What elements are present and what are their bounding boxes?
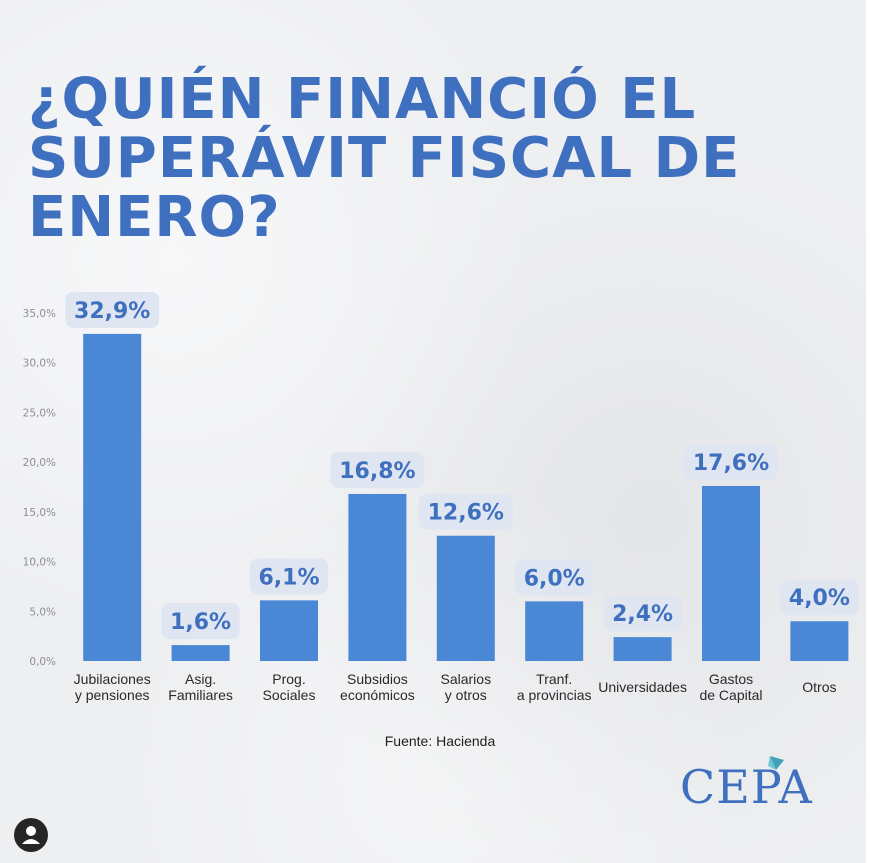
value-label: 1,6% [170,610,231,635]
category-label: Otros [802,679,836,695]
person-icon [22,826,40,844]
value-label-bg [161,603,240,640]
value-label-bg [250,558,328,595]
value-label: 6,0% [524,566,585,591]
value-label: 16,8% [339,459,415,484]
bar [525,601,584,661]
value-label: 12,6% [428,501,504,526]
bar [702,486,760,661]
y-tick-label: 10,0% [23,557,56,569]
bar [436,535,495,661]
value-label: 4,0% [789,586,850,611]
y-tick-label: 5,0% [29,606,56,618]
y-tick-label: 30,0% [23,358,56,370]
value-label-bg [515,559,594,596]
value-label-bg [65,291,160,328]
category-label: de Capital [699,687,762,703]
y-tick-label: 35,0% [23,308,56,320]
value-label-bg [330,451,425,488]
bar [83,333,142,661]
y-axis: 0,0% 5,0% 10,0% 15,0% 20,0% 25,0% 30,0% 35,0% [23,308,56,668]
value-label-bg [684,444,778,481]
value-label: 32,9% [74,299,150,324]
category-label: Subsidios [347,671,408,687]
value-label-bg [418,493,513,530]
value-label: 6,1% [258,565,319,590]
category-label: Sociales [263,687,316,703]
category-label: y pensiones [75,687,150,703]
cepa-logo: CEPA [680,760,813,814]
logo-triangle-icon [768,756,784,770]
y-tick-label: 20,0% [23,457,56,469]
bar [171,645,230,661]
value-labels-group: 32,9% 1,6% 6,1% 16,8% 12,6% 6,0% 2,4% 17,6% 4,0% [65,291,859,640]
category-label: Familiares [168,687,233,703]
bars-group [83,333,849,661]
bar [790,621,849,661]
right-edge-strip [866,0,870,863]
category-label: Tranf. [536,671,572,687]
category-label: Asig. [185,671,216,687]
user-avatar-icon[interactable] [14,818,48,852]
value-label-bg [603,595,682,632]
category-label: Jubilaciones [74,671,151,687]
y-tick-label: 25,0% [23,407,56,419]
value-label: 17,6% [693,451,769,476]
value-label-bg [780,579,859,616]
category-label: Universidades [598,679,687,695]
y-tick-label: 15,0% [23,507,56,519]
category-label: a provincias [517,687,592,703]
bar [613,637,672,661]
bar-chart: 0,0% 5,0% 10,0% 15,0% 20,0% 25,0% 30,0% 35,0% 3… [23,291,859,703]
chart-title: ¿QUIÉN FINANCIÓ EL SUPERÁVIT FISCAL DE E… [28,67,741,250]
category-label: Prog. [272,671,305,687]
category-label: y otros [445,687,487,703]
category-label: Gastos [709,671,753,687]
y-tick-label: 0,0% [29,656,56,668]
value-label: 2,4% [612,602,673,627]
category-label: Salarios [441,671,492,687]
source-note: Fuente: Hacienda [384,733,496,749]
bar [348,493,407,661]
bar [260,600,318,661]
category-label: económicos [340,687,415,703]
